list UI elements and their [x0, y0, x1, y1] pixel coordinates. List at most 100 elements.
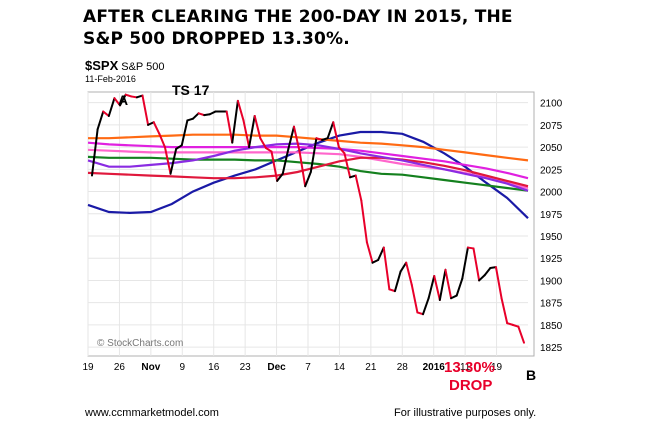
series-line-ma_magenta	[87, 141, 529, 180]
price-segment	[264, 147, 273, 153]
annotation-drop-word: DROP	[449, 377, 492, 394]
price-series	[91, 93, 525, 344]
ticker-symbol: $SPX	[85, 58, 119, 73]
price-segment	[287, 125, 295, 150]
price-segment	[410, 283, 419, 314]
annotation-b: B	[526, 367, 536, 383]
x-tick-label: 7	[305, 362, 311, 373]
x-tick-label: 19	[82, 362, 94, 373]
chart-title: AFTER CLEARING THE 200-DAY IN 2015, THE …	[83, 6, 543, 50]
x-tick-label: 26	[114, 362, 126, 373]
x-tick-label: 23	[240, 362, 252, 373]
price-segment	[304, 171, 312, 188]
x-tick-label: 2016	[423, 362, 446, 373]
y-tick-label: 1825	[540, 343, 563, 354]
price-segment	[107, 97, 116, 117]
y-tick-label: 2050	[540, 143, 563, 154]
price-segment	[113, 97, 122, 107]
annotation-ts17: TS 17	[172, 82, 210, 98]
price-segment	[236, 99, 245, 122]
price-segment	[270, 150, 279, 182]
price-segment	[438, 268, 447, 301]
x-tick-label: 21	[365, 362, 377, 373]
price-segment	[500, 297, 509, 325]
y-tick-label: 1900	[540, 276, 563, 287]
price-segment	[472, 247, 481, 282]
price-segment	[377, 246, 385, 261]
annotation-drop-pct: 13.30%	[444, 359, 495, 376]
price-segment	[461, 246, 469, 280]
series-line-ma_purple	[87, 142, 529, 192]
y-tick-label: 1925	[540, 254, 563, 265]
title-line-2: S&P 500 DROPPED 13.30%.	[83, 29, 350, 49]
plot-area	[87, 91, 535, 357]
price-segment	[433, 275, 441, 301]
price-segment	[180, 119, 189, 147]
y-tick-label: 2025	[540, 165, 563, 176]
y-tick-labels: 1825 1850 1875 1900 1925 1950 1975 2000 2025 2050…	[540, 99, 563, 354]
price-segment	[242, 119, 251, 149]
price-segment	[337, 146, 346, 155]
price-segment	[483, 267, 492, 277]
watermark: © StockCharts.com	[97, 338, 183, 349]
y-tick-label: 2100	[540, 99, 563, 110]
price-segment	[393, 270, 402, 293]
x-tick-label: 11	[460, 362, 471, 373]
price-segment	[163, 146, 172, 175]
price-segment	[450, 294, 458, 300]
y-tick-label: 1950	[540, 232, 563, 243]
price-segment	[405, 261, 413, 286]
x-tick-label: 14	[334, 362, 346, 373]
price-segment	[225, 110, 234, 144]
price-segment	[365, 241, 374, 264]
price-segment	[354, 174, 363, 202]
grid-lines	[87, 92, 528, 356]
price-segment	[152, 121, 161, 135]
chart-date: 11-Feb-2016	[85, 74, 136, 84]
y-tick-label: 2075	[540, 121, 563, 132]
price-segment	[253, 115, 262, 140]
price-segment	[281, 147, 290, 175]
series-line-ma_red	[87, 156, 529, 188]
price-segment	[494, 266, 503, 300]
price-segment	[102, 110, 110, 117]
price-segment	[371, 259, 380, 264]
annotation-a: A	[118, 92, 128, 108]
price-segment	[517, 325, 525, 344]
price-segment	[259, 137, 267, 149]
moving-averages	[87, 130, 529, 219]
price-segment	[91, 128, 99, 177]
footer-website[interactable]: www.ccmmarketmodel.com	[85, 407, 219, 419]
price-segment	[360, 199, 368, 244]
price-segment	[382, 246, 391, 291]
y-tick-label: 1850	[540, 321, 563, 332]
x-tick-label: Nov	[141, 362, 160, 373]
ticker-name: S&P 500	[121, 61, 165, 73]
price-segment	[478, 274, 486, 282]
y-tick-label: 1975	[540, 210, 563, 221]
price-segment	[191, 112, 200, 120]
price-segment	[422, 297, 430, 316]
price-segment	[298, 150, 307, 188]
y-tick-label: 1875	[540, 299, 563, 310]
footer-disclaimer: For illustrative purposes only.	[394, 407, 537, 419]
price-segment	[158, 132, 166, 149]
price-segment	[444, 268, 453, 300]
price-segment	[248, 115, 256, 149]
price-segment	[147, 121, 155, 126]
x-tick-label: 9	[180, 362, 186, 373]
series-line-ma_green	[87, 155, 529, 192]
price-segment	[231, 99, 239, 144]
price-segment	[332, 121, 340, 149]
price-segment	[119, 93, 127, 107]
price-segment	[343, 152, 352, 179]
price-segment	[427, 275, 436, 300]
price-segment	[399, 261, 408, 273]
price-segment	[309, 137, 318, 173]
price-segment	[208, 110, 217, 116]
price-segment	[169, 147, 178, 175]
x-tick-label: Dec	[267, 362, 286, 373]
y-tick-label: 2000	[540, 188, 563, 199]
price-segment	[276, 172, 284, 182]
